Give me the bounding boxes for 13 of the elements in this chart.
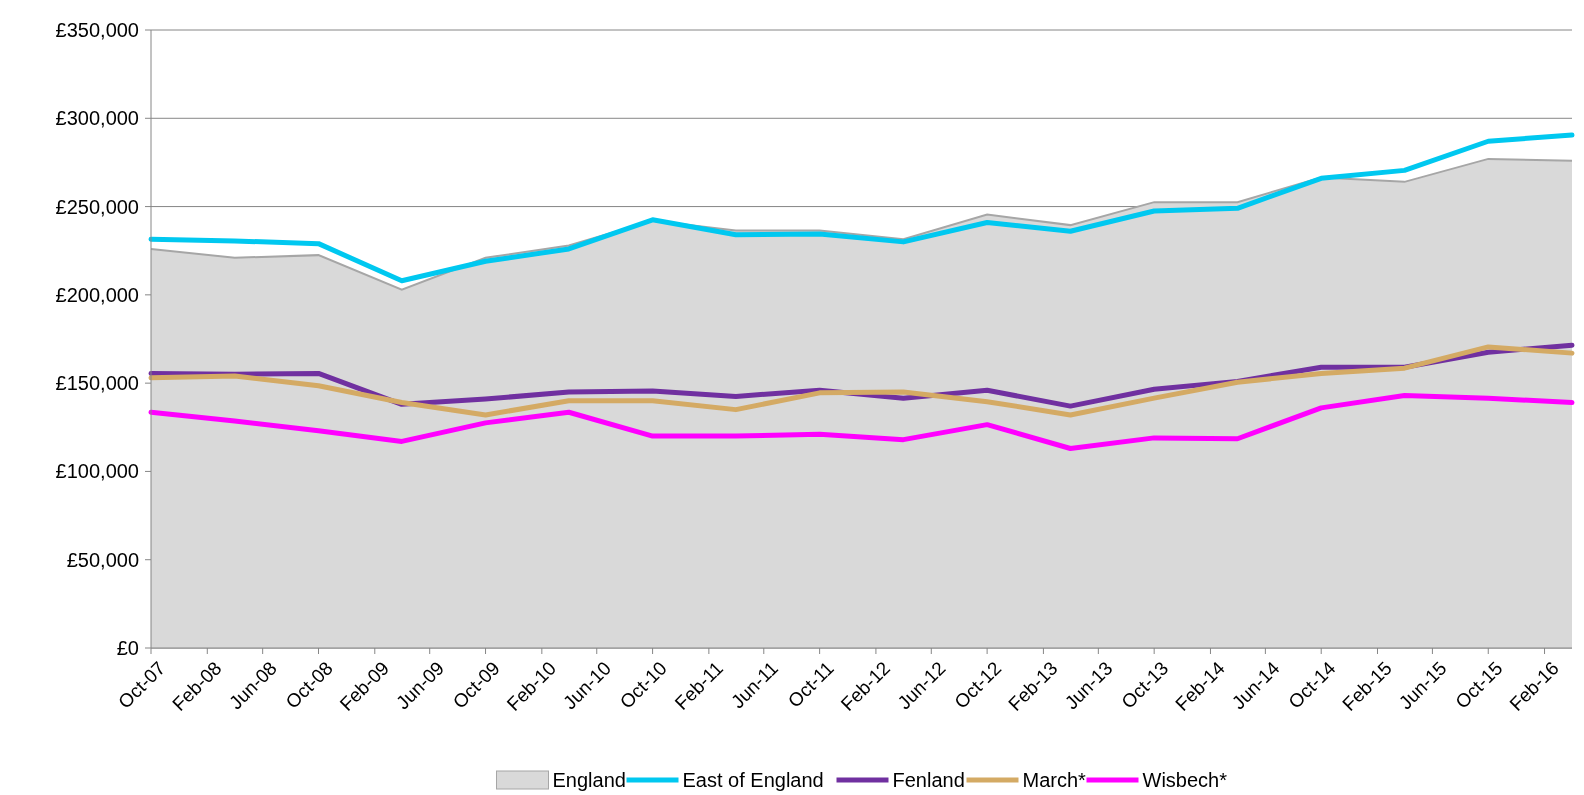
y-tick-label: £50,000	[66, 548, 139, 571]
y-tick-label: £250,000	[55, 195, 139, 218]
legend-label: Fenland	[892, 769, 965, 791]
y-tick-label: £0	[116, 637, 139, 659]
legend-label: March*	[1022, 769, 1087, 791]
y-tick-label: £350,000	[55, 19, 139, 41]
y-tick-label: £300,000	[55, 107, 139, 130]
y-tick-label: £200,000	[55, 283, 139, 306]
legend-label: East of England	[682, 769, 824, 791]
legend-label: England	[552, 769, 626, 791]
y-tick-label: £150,000	[55, 372, 139, 395]
y-tick-label: £100,000	[55, 460, 139, 483]
legend-label: Wisbech*	[1142, 769, 1228, 791]
